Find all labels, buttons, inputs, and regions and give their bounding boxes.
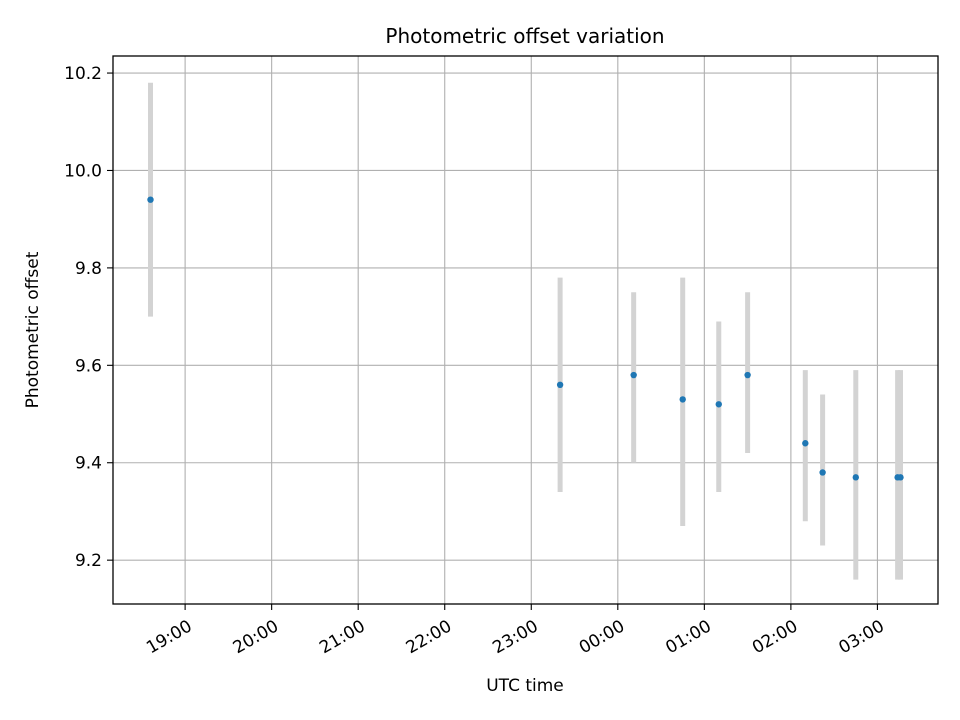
errorbar-layer: [148, 82, 903, 580]
data-point: [556, 381, 564, 388]
y-tick-label: 10.0: [64, 161, 102, 181]
data-point: [819, 469, 826, 476]
x-tick-label: 01:00: [662, 616, 714, 658]
x-tick-label: 00:00: [576, 616, 628, 658]
x-tick-label: 02:00: [749, 616, 801, 658]
data-point: [744, 371, 751, 379]
x-tick-label: 23:00: [489, 616, 541, 658]
x-tick-label: 22:00: [403, 616, 455, 658]
y-tick-label: 9.6: [75, 356, 102, 376]
x-axis: 19:00 20:00 21:00 22:00 23:00 00:00 01:00 02:00…: [143, 604, 888, 658]
data-point: [147, 196, 154, 203]
y-tick-label: 10.2: [64, 64, 102, 84]
chart-title: Photometric offset variation: [385, 24, 664, 48]
x-tick-label: 20:00: [230, 616, 282, 658]
data-point: [852, 474, 859, 481]
y-tick-label: 9.8: [75, 259, 102, 279]
x-axis-label: UTC time: [486, 676, 564, 696]
data-point: [630, 371, 637, 379]
y-axis: 9.2 9.4 9.6 9.8 10.0 10.2: [64, 64, 113, 571]
x-tick-label: 03:00: [835, 616, 887, 658]
data-point: [802, 440, 809, 447]
grid-layer: [113, 56, 938, 604]
x-tick-label: 19:00: [143, 616, 195, 658]
y-tick-label: 9.2: [75, 551, 102, 571]
y-axis-label: Photometric offset: [23, 251, 43, 408]
data-point: [897, 474, 904, 481]
data-point: [715, 401, 722, 408]
y-tick-label: 9.4: [75, 454, 102, 474]
x-tick-label: 21:00: [316, 616, 368, 658]
plot-area-frame: [112, 55, 939, 605]
point-layer: [147, 196, 904, 481]
data-point: [679, 396, 686, 403]
